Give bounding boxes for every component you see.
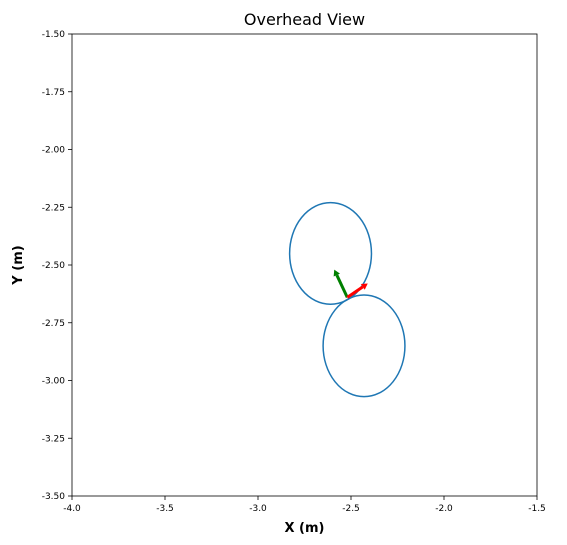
robot-footprint-circle-2	[322, 294, 406, 398]
plot-area	[288, 201, 406, 398]
y-axis: -1.50 -1.75 -2.00 -2.25 -2.50 -2.75 -3.00 -3.25…	[42, 30, 72, 502]
x-tick-label: -1.5	[528, 504, 546, 514]
heading-arrow-green	[333, 269, 349, 298]
y-tick-label: -2.75	[42, 319, 65, 329]
plot-frame	[71, 33, 538, 497]
x-tick-label: -3.0	[249, 504, 267, 514]
x-tick-label: -3.5	[156, 504, 174, 514]
robot-footprint-circle-1	[288, 201, 373, 306]
chart-title: Overhead View	[244, 10, 365, 29]
arrow-head	[360, 283, 368, 290]
y-tick-label: -3.50	[42, 492, 66, 502]
y-tick-label: -2.25	[42, 203, 65, 213]
y-tick-label: -3.00	[42, 377, 66, 387]
arrow-head	[333, 269, 340, 277]
x-axis: -4.0 -3.5 -3.0 -2.5 -2.0 -1.5	[63, 496, 546, 514]
y-tick-label: -1.50	[42, 30, 66, 40]
y-axis-label: Y (m)	[11, 245, 26, 285]
arrow-shaft	[335, 274, 349, 298]
x-axis-label: X (m)	[285, 521, 325, 536]
x-tick-label: -2.0	[435, 504, 453, 514]
y-tick-label: -3.25	[42, 434, 65, 444]
y-tick-label: -2.00	[42, 146, 66, 156]
x-tick-label: -2.5	[342, 504, 360, 514]
arrow-shaft	[346, 285, 364, 299]
y-tick-label: -1.75	[42, 88, 65, 98]
x-tick-label: -4.0	[63, 504, 81, 514]
y-tick-label: -2.50	[42, 261, 66, 271]
heading-arrow-red	[346, 283, 368, 299]
